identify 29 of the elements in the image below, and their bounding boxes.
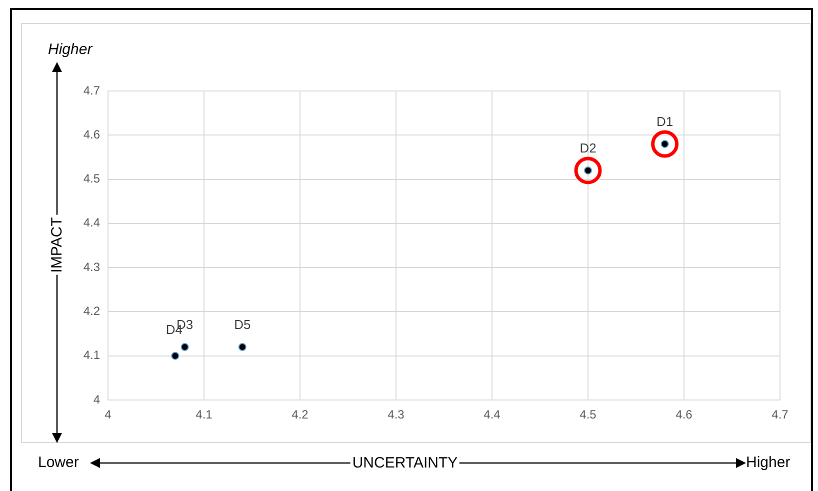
x-tick-label: 4.1 (196, 408, 213, 422)
point (651, 130, 679, 158)
x-tick-label: 4.5 (580, 408, 597, 422)
series-label: D5 (234, 317, 251, 332)
x-tick-label: 4.4 (484, 408, 501, 422)
x-tick-label: 4.7 (772, 408, 789, 422)
y-tick-label: 4.2 (83, 304, 100, 318)
text: Higher (746, 454, 790, 471)
series-label: D2 (580, 140, 596, 156)
point (238, 343, 246, 352)
x-tick-label: 4.2 (292, 408, 309, 422)
y-tick-label: 4.6 (83, 127, 100, 142)
x-axis-title: UNCERTAINTY (350, 454, 460, 472)
y-tick-label: 4.1 (83, 348, 100, 362)
point (171, 352, 180, 360)
x-tick-label: 4.6 (676, 408, 693, 422)
x-tick-label: 4 (104, 408, 112, 422)
point (180, 343, 189, 352)
y-axis-title: IMPACT (48, 215, 66, 275)
text: Higher (48, 41, 92, 58)
y-tick-label: 4.4 (83, 216, 100, 230)
y-tick-label: 4.3 (83, 260, 100, 274)
y-tick-label: 4.7 (83, 83, 100, 98)
y-tick-label: 4.5 (83, 172, 100, 186)
x-tick-label: 4.3 (388, 408, 405, 422)
y-tick-label: 4 (93, 392, 100, 406)
series-label: D1 (656, 114, 674, 130)
point (574, 156, 602, 184)
text: Lower (38, 454, 79, 471)
